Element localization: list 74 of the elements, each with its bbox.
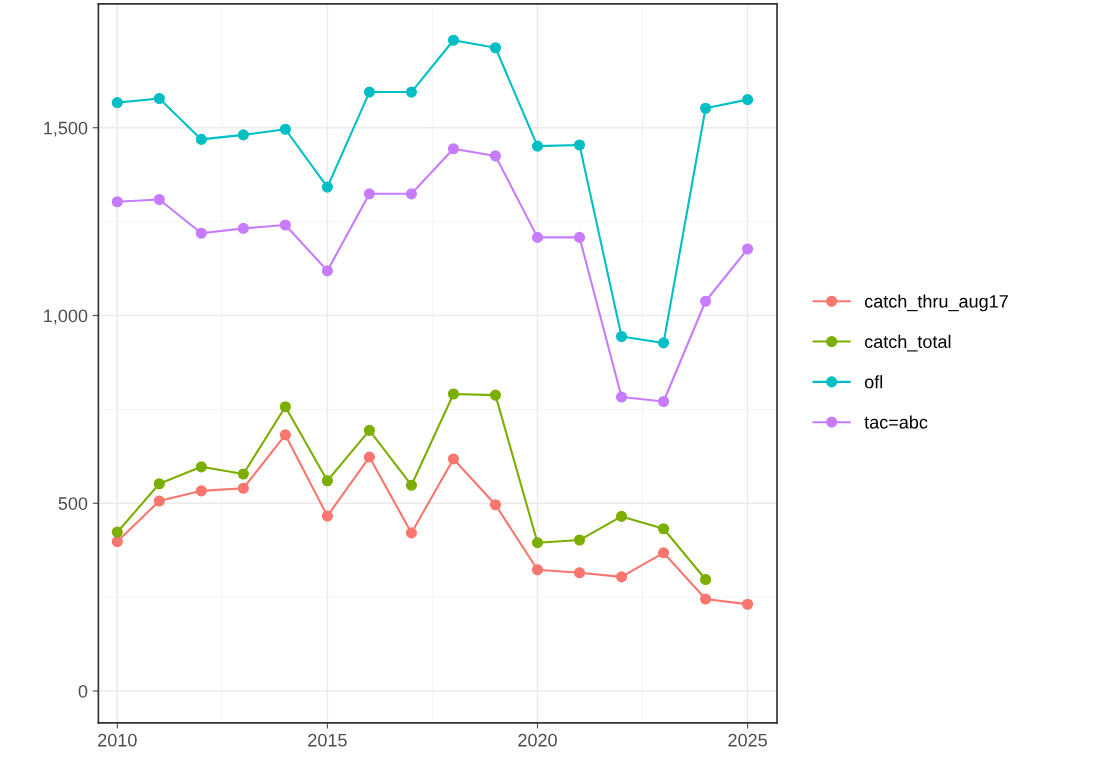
point bbox=[700, 295, 712, 307]
point bbox=[279, 429, 291, 441]
point bbox=[742, 94, 754, 106]
point bbox=[153, 495, 165, 507]
point bbox=[195, 461, 207, 473]
point bbox=[573, 567, 586, 579]
legend-label: tac=abc bbox=[864, 415, 928, 429]
point bbox=[363, 86, 375, 98]
point bbox=[447, 143, 460, 155]
x-tick-label: 2010 bbox=[98, 733, 137, 747]
point bbox=[195, 485, 207, 497]
y-tick-label: 1,500 bbox=[44, 121, 88, 137]
point bbox=[321, 475, 333, 487]
point bbox=[153, 92, 165, 105]
point bbox=[742, 598, 754, 610]
point bbox=[363, 451, 375, 463]
point bbox=[405, 527, 417, 539]
legend-label: catch_thru_aug17 bbox=[864, 294, 1008, 312]
point bbox=[615, 510, 628, 522]
point bbox=[489, 389, 502, 401]
legend-label: catch_total bbox=[864, 334, 951, 352]
point bbox=[742, 243, 754, 255]
point bbox=[531, 231, 544, 243]
point bbox=[237, 222, 249, 234]
y-tick-label: 1,000 bbox=[44, 309, 88, 325]
x-tick-label: 2020 bbox=[518, 733, 557, 747]
legend-label: ofl bbox=[864, 375, 883, 389]
point bbox=[153, 478, 165, 490]
point bbox=[279, 401, 291, 413]
point bbox=[657, 523, 670, 535]
point bbox=[615, 571, 628, 583]
point bbox=[489, 499, 502, 511]
point bbox=[237, 468, 249, 480]
x-tick-label: 2025 bbox=[728, 733, 767, 747]
y-tick-label: 500 bbox=[58, 497, 88, 510]
point bbox=[447, 388, 460, 400]
point bbox=[573, 534, 586, 546]
point bbox=[237, 129, 249, 141]
point bbox=[321, 265, 333, 277]
point bbox=[657, 337, 670, 349]
point bbox=[195, 227, 207, 239]
point bbox=[657, 395, 670, 408]
point bbox=[700, 102, 712, 114]
point bbox=[615, 391, 628, 403]
point bbox=[489, 42, 502, 54]
point bbox=[363, 424, 375, 436]
point bbox=[531, 140, 544, 152]
y-tick-label: 0 bbox=[78, 684, 88, 698]
x-tick-label: 2015 bbox=[308, 733, 347, 747]
point bbox=[700, 573, 712, 586]
point bbox=[657, 547, 670, 559]
point bbox=[111, 196, 123, 208]
point bbox=[237, 482, 249, 494]
point bbox=[447, 34, 460, 46]
point bbox=[195, 133, 207, 145]
point bbox=[153, 193, 165, 206]
point bbox=[615, 330, 628, 343]
point bbox=[531, 564, 544, 576]
point bbox=[700, 593, 712, 605]
point bbox=[111, 526, 123, 538]
point bbox=[321, 510, 333, 522]
point bbox=[447, 453, 460, 465]
point bbox=[405, 86, 417, 98]
point bbox=[405, 188, 417, 200]
point bbox=[405, 479, 417, 491]
point bbox=[279, 219, 291, 231]
point bbox=[573, 139, 586, 151]
point bbox=[321, 181, 333, 193]
point bbox=[279, 123, 291, 135]
point bbox=[111, 97, 123, 109]
point bbox=[531, 537, 544, 549]
point bbox=[489, 150, 502, 162]
point bbox=[573, 231, 586, 243]
point bbox=[363, 188, 375, 200]
